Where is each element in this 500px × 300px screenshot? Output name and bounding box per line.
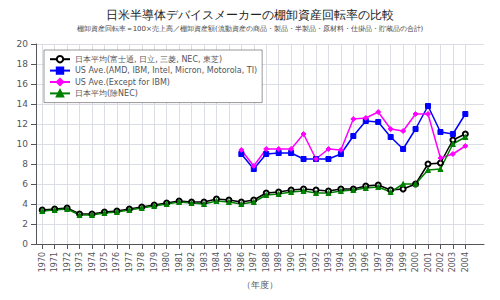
- svg-text:1984: 1984: [212, 252, 221, 272]
- svg-text:2003: 2003: [448, 252, 457, 272]
- svg-text:1981: 1981: [175, 252, 184, 272]
- svg-text:1985: 1985: [224, 252, 233, 272]
- svg-text:（年度）: （年度）: [242, 280, 278, 290]
- svg-text:US Ave.(AMD, IBM, Intel, Micro: US Ave.(AMD, IBM, Intel, Micron, Motorol…: [75, 66, 257, 75]
- svg-text:0: 0: [22, 239, 28, 249]
- svg-text:1989: 1989: [274, 252, 283, 272]
- svg-text:1986: 1986: [237, 252, 246, 272]
- svg-text:1988: 1988: [262, 252, 271, 272]
- svg-text:1995: 1995: [349, 252, 358, 272]
- svg-text:2002: 2002: [436, 252, 445, 272]
- svg-text:1992: 1992: [312, 252, 321, 272]
- svg-text:日本平均(富士通, 日立, 三菱, NEC, 東芝): 日本平均(富士通, 日立, 三菱, NEC, 東芝): [75, 55, 222, 64]
- svg-text:1976: 1976: [112, 252, 121, 272]
- svg-text:4: 4: [22, 199, 28, 209]
- svg-text:18: 18: [17, 59, 29, 69]
- svg-text:1977: 1977: [125, 252, 134, 272]
- svg-text:6: 6: [22, 179, 28, 189]
- svg-text:1978: 1978: [137, 252, 146, 272]
- svg-text:1974: 1974: [88, 252, 97, 272]
- svg-text:1972: 1972: [63, 252, 72, 272]
- svg-text:1998: 1998: [386, 252, 395, 272]
- svg-text:2004: 2004: [461, 252, 470, 272]
- svg-text:10: 10: [17, 139, 29, 149]
- svg-text:1983: 1983: [200, 252, 209, 272]
- svg-text:1991: 1991: [299, 252, 308, 272]
- svg-text:日米半導体デバイスメーカーの棚卸資産回転率の比較: 日米半導体デバイスメーカーの棚卸資産回転率の比較: [106, 8, 394, 22]
- svg-text:1970: 1970: [38, 252, 47, 272]
- svg-text:1997: 1997: [374, 252, 383, 272]
- svg-text:2: 2: [22, 219, 28, 229]
- svg-text:20: 20: [17, 39, 29, 49]
- svg-text:1994: 1994: [336, 252, 345, 272]
- svg-text:1999: 1999: [399, 252, 408, 272]
- svg-text:1982: 1982: [187, 252, 196, 272]
- svg-text:16: 16: [17, 79, 29, 89]
- svg-text:1971: 1971: [50, 252, 59, 272]
- svg-text:2001: 2001: [424, 252, 433, 272]
- svg-text:1990: 1990: [287, 252, 296, 272]
- svg-text:日本平均(除NEC): 日本平均(除NEC): [75, 89, 138, 98]
- svg-text:14: 14: [17, 99, 29, 109]
- svg-text:1973: 1973: [75, 252, 84, 272]
- svg-text:US Ave.(Except for IBM): US Ave.(Except for IBM): [75, 78, 170, 87]
- svg-text:1980: 1980: [162, 252, 171, 272]
- svg-text:2000: 2000: [411, 252, 420, 272]
- svg-text:1979: 1979: [150, 252, 159, 272]
- svg-text:1975: 1975: [100, 252, 109, 272]
- svg-text:1987: 1987: [249, 252, 258, 272]
- svg-text:1996: 1996: [361, 252, 370, 272]
- svg-text:棚卸資産回転率＝100×売上高／棚卸資産額(流動資産の商品・: 棚卸資産回転率＝100×売上高／棚卸資産額(流動資産の商品・製品・半製品・原材料…: [77, 25, 424, 33]
- svg-text:1993: 1993: [324, 252, 333, 272]
- svg-text:12: 12: [17, 119, 28, 129]
- svg-text:8: 8: [22, 159, 28, 169]
